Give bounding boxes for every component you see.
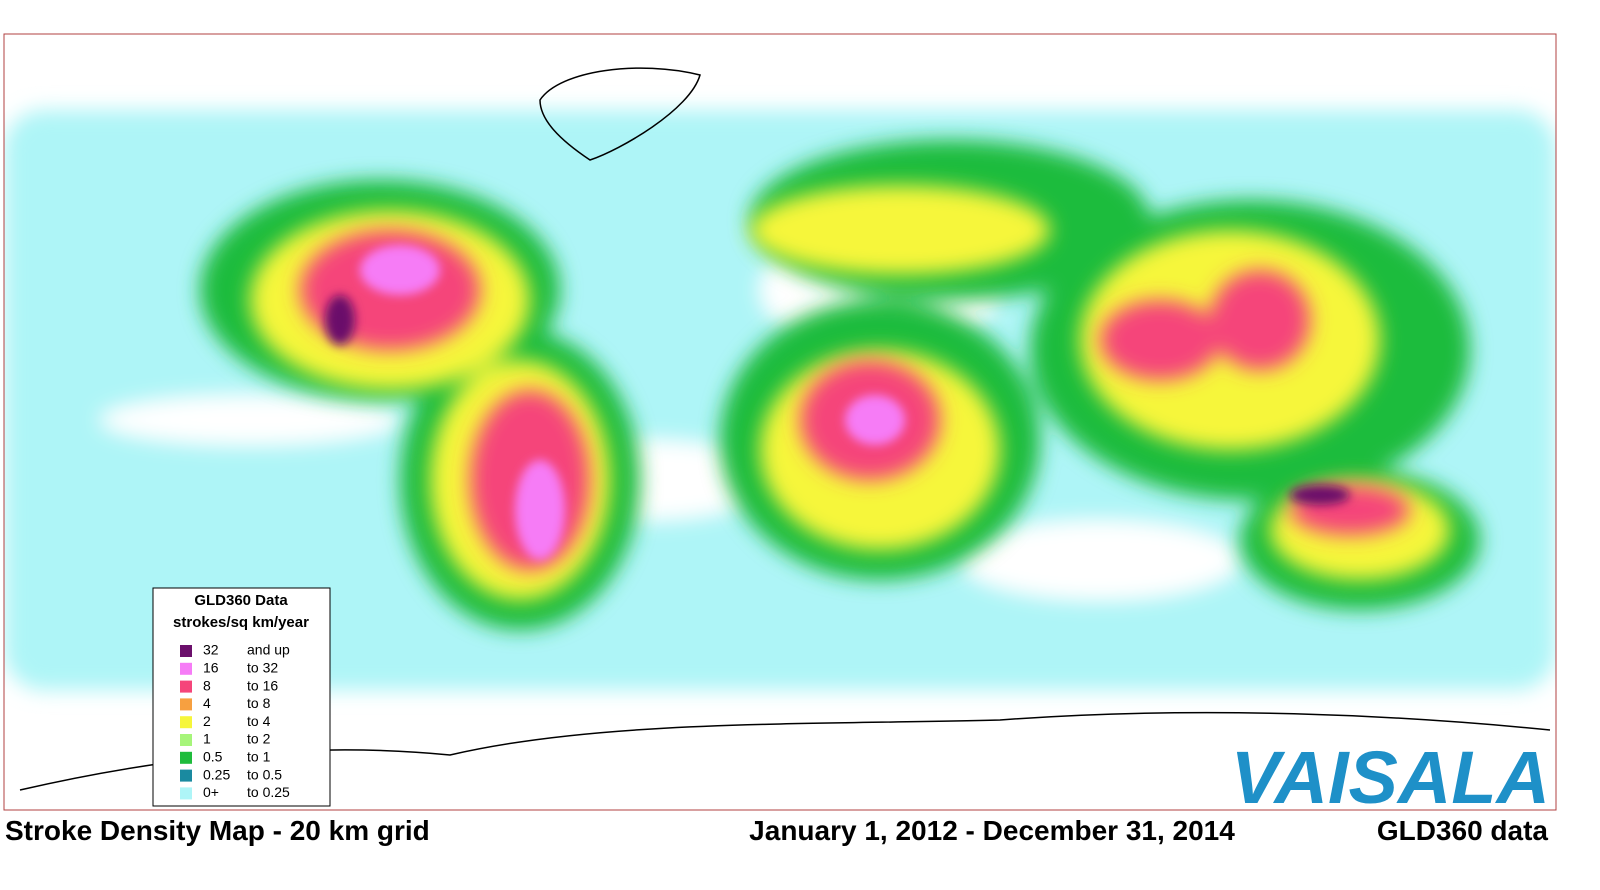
- legend-to: to 32: [247, 660, 278, 676]
- legend-from: 4: [203, 695, 211, 711]
- legend-to: to 16: [247, 677, 278, 693]
- legend-from: 0.5: [203, 749, 223, 765]
- legend-swatch: [180, 645, 192, 657]
- density-map: [4, 34, 1556, 810]
- legend-from: 8: [203, 677, 211, 693]
- legend-from: 16: [203, 660, 219, 676]
- legend-from: 0.25: [203, 766, 230, 782]
- legend-unit: strokes/sq km/year: [173, 614, 309, 631]
- legend-swatch: [180, 734, 192, 746]
- legend-swatch: [180, 751, 192, 764]
- legend-swatch: [180, 680, 192, 693]
- legend-to: to 4: [247, 713, 271, 729]
- legend-swatch: [180, 716, 192, 729]
- legend-swatch: [180, 787, 192, 800]
- map-frame: [3, 33, 1557, 811]
- legend-title: GLD360 Data: [194, 592, 288, 609]
- footer-center: January 1, 2012 - December 31, 2014: [749, 815, 1235, 846]
- legend-from: 32: [203, 642, 219, 658]
- legend-swatch: [180, 662, 192, 675]
- legend-to: to 8: [247, 695, 271, 711]
- legend-swatch: [180, 698, 192, 711]
- legend-from: 0+: [203, 784, 219, 800]
- legend-swatch: [180, 769, 192, 782]
- legend-to: and up: [247, 642, 290, 658]
- legend: GLD360 Data strokes/sq km/year 32 and up 1…: [152, 587, 331, 807]
- legend-from: 2: [203, 713, 211, 729]
- legend-to: to 0.25: [247, 784, 290, 800]
- logo: VAISALA: [1231, 736, 1550, 819]
- footer-right: GLD360 data: [1377, 815, 1549, 846]
- legend-to: to 1: [247, 749, 271, 765]
- footer-left: Stroke Density Map - 20 km grid: [5, 815, 430, 846]
- legend-from: 1: [203, 731, 211, 747]
- legend-to: to 2: [247, 731, 271, 747]
- legend-to: to 0.5: [247, 766, 282, 782]
